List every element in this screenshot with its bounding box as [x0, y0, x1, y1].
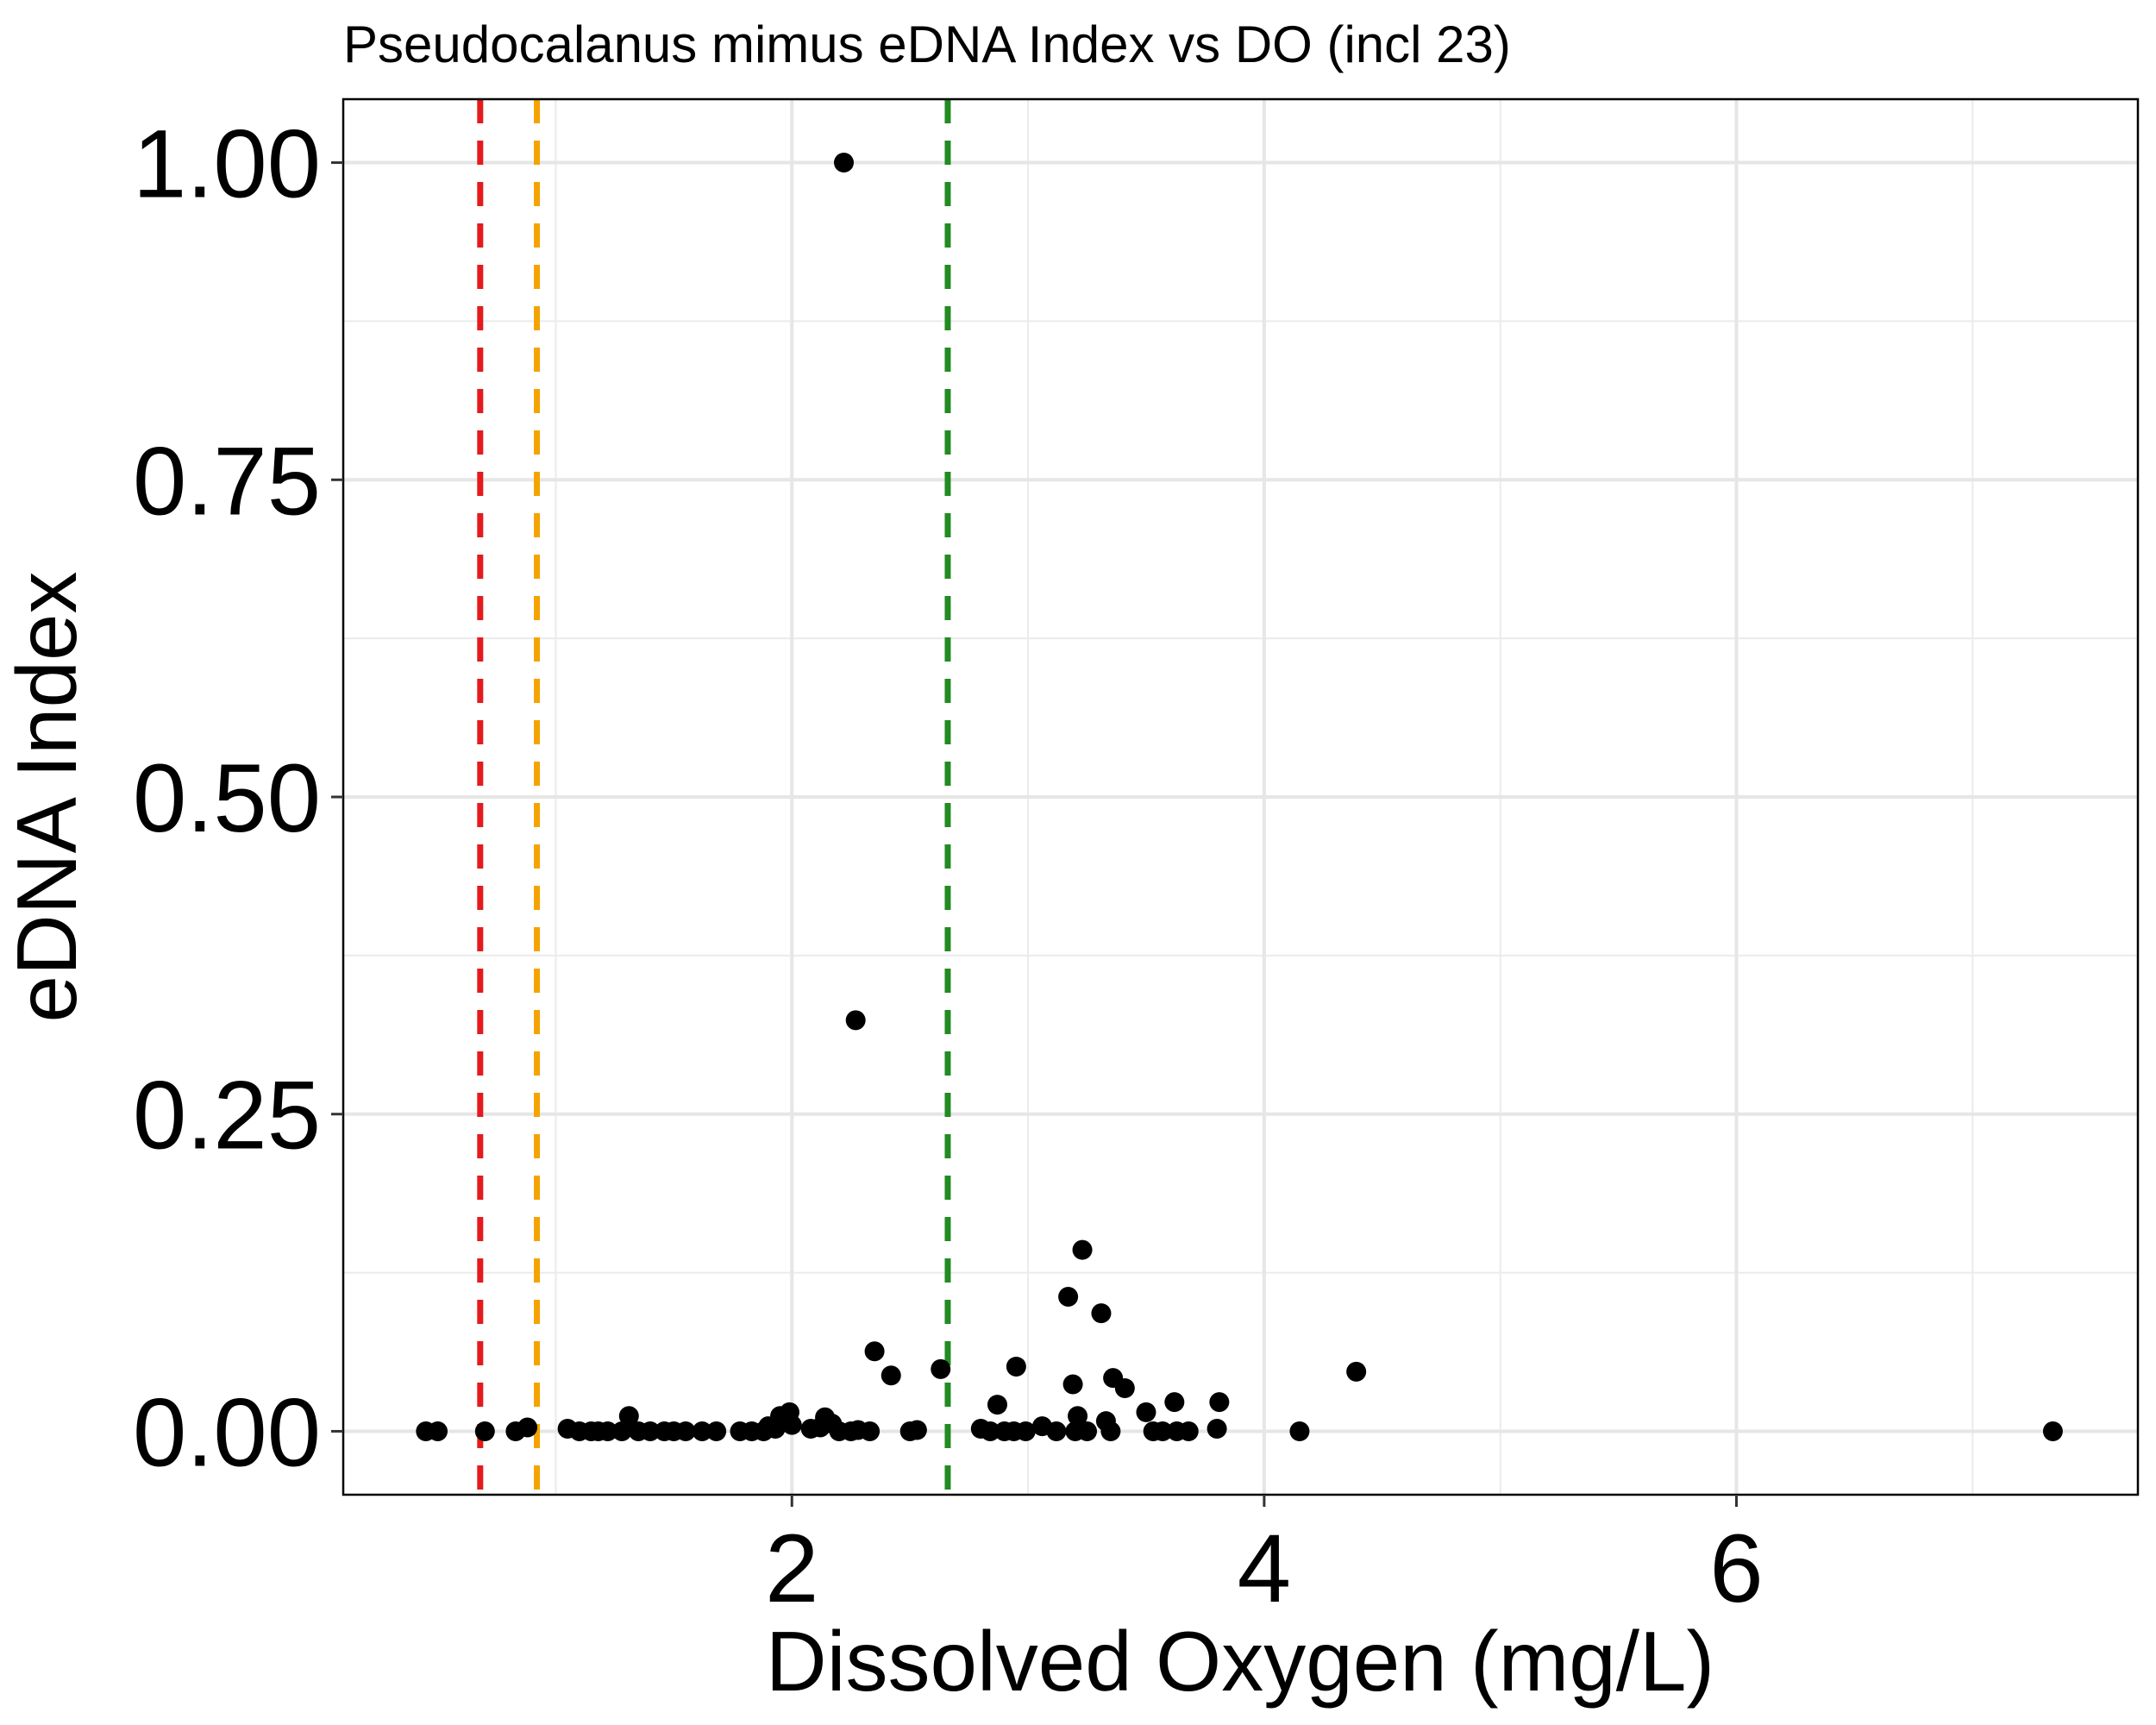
- y-tick-label: 0.25: [133, 1062, 321, 1170]
- data-point: [906, 1420, 927, 1440]
- x-axis-title: Dissolved Oxygen (mg/L): [766, 1614, 1714, 1709]
- y-tick-label: 0.00: [133, 1378, 321, 1486]
- data-point: [428, 1421, 448, 1441]
- data-point: [1046, 1421, 1067, 1441]
- data-point: [2042, 1421, 2063, 1441]
- data-point: [1091, 1303, 1112, 1324]
- y-tick-label: 0.75: [133, 427, 321, 535]
- data-point: [980, 1421, 1000, 1441]
- data-point: [706, 1421, 727, 1441]
- data-point: [640, 1421, 661, 1441]
- data-point: [1209, 1392, 1230, 1413]
- data-point: [1152, 1421, 1173, 1441]
- data-point: [860, 1421, 881, 1441]
- data-point: [598, 1421, 618, 1441]
- data-point: [1072, 1239, 1093, 1260]
- data-point: [611, 1421, 632, 1441]
- data-point: [864, 1341, 885, 1362]
- data-point: [1062, 1374, 1083, 1395]
- data-point: [931, 1358, 951, 1379]
- data-point: [833, 153, 854, 173]
- data-point: [845, 1010, 866, 1031]
- data-point: [881, 1365, 901, 1386]
- data-point: [474, 1421, 495, 1441]
- data-point: [1006, 1356, 1026, 1377]
- data-point: [1346, 1361, 1367, 1382]
- chart-title: Pseudocalanus mimus eDNA Index vs DO (in…: [343, 16, 1511, 73]
- data-points: [416, 153, 2063, 1441]
- x-tick-label: 2: [765, 1515, 818, 1622]
- data-point: [692, 1421, 712, 1441]
- data-point: [1136, 1402, 1156, 1422]
- data-point: [517, 1417, 538, 1438]
- data-point: [1077, 1421, 1098, 1441]
- data-point: [1164, 1392, 1185, 1413]
- data-point: [1114, 1377, 1135, 1398]
- y-axis-title: eDNA Index: [0, 572, 94, 1023]
- data-point: [1100, 1421, 1121, 1441]
- data-point: [1178, 1421, 1199, 1441]
- data-point: [987, 1395, 1007, 1415]
- reference-lines: [477, 99, 951, 1495]
- y-tick-label: 1.00: [133, 110, 321, 218]
- data-point: [781, 1414, 802, 1435]
- x-axis-ticks: 2 4 6: [765, 1495, 1764, 1622]
- data-point: [618, 1406, 639, 1427]
- x-tick-label: 6: [1709, 1515, 1763, 1622]
- data-point: [1206, 1419, 1227, 1440]
- data-point: [1058, 1287, 1079, 1308]
- major-gridlines: [343, 99, 2138, 1495]
- x-tick-label: 4: [1238, 1515, 1291, 1622]
- data-point: [1015, 1421, 1036, 1441]
- data-point: [675, 1421, 696, 1441]
- data-point: [1068, 1406, 1088, 1427]
- y-axis-ticks: 0.00 0.25 0.50 0.75 1.00: [133, 110, 343, 1486]
- y-tick-label: 0.50: [133, 744, 321, 852]
- data-point: [1289, 1421, 1310, 1441]
